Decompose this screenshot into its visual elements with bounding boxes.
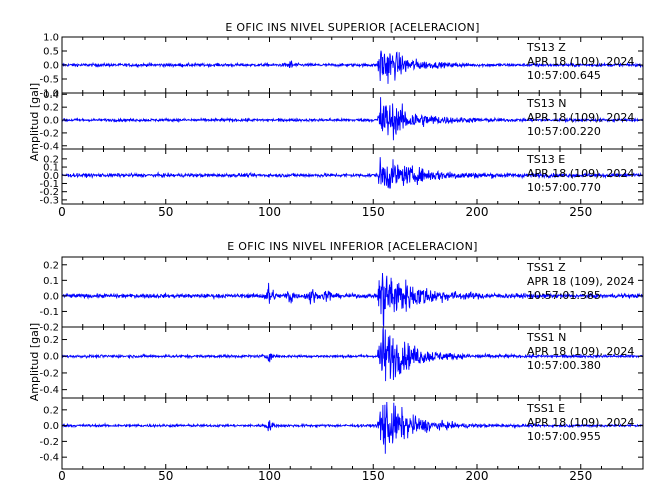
chart-title: E OFIC INS NIVEL SUPERIOR [ACELERACION] [225,21,479,34]
x-tick-label: 200 [466,469,489,483]
y-tick-label: 0.2 [43,103,59,114]
record-time: 10:57:00.645 [527,69,601,82]
y-tick-label: -0.5 [39,75,59,86]
record-date: APR 18 (109), 2024 [527,167,634,180]
x-tick-label: 100 [258,205,281,219]
record-date: APR 18 (109), 2024 [527,275,634,288]
y-tick-label: 0.2 [43,260,59,271]
record-date: APR 18 (109), 2024 [527,416,634,429]
y-tick-label: -0.4 [39,453,59,464]
y-tick-label: -0.2 [39,368,59,379]
chart-group-1: E OFIC INS NIVEL SUPERIOR [ACELERACION]1… [28,21,644,219]
waveform-trace [61,272,644,327]
y-tick-label: -0.1 [39,307,59,318]
record-time: 10:57:00.220 [527,125,601,138]
record-date: APR 18 (109), 2024 [527,111,634,124]
y-tick-label: -0.3 [39,195,59,206]
y-tick-label: -0.2 [39,437,59,448]
waveform-trace [61,50,644,84]
y-tick-label: 0.0 [43,291,59,302]
x-tick-label: 250 [569,205,592,219]
x-tick-label: 150 [362,469,385,483]
y-tick-label: -0.2 [39,187,59,198]
y-tick-label: 0.0 [43,116,59,127]
x-tick-label: 0 [58,205,66,219]
y-tick-label: 0.0 [43,171,59,182]
x-tick-label: 0 [58,469,66,483]
waveform-trace [61,401,644,454]
station-component-label: TSS1 N [526,331,566,344]
y-tick-label: -0.4 [39,141,59,152]
y-tick-label: -1.0 [39,89,59,100]
y-tick-label: 0.4 [43,90,59,101]
station-component-label: TS13 Z [526,41,566,54]
x-tick-label: 50 [158,469,173,483]
record-date: APR 18 (109), 2024 [527,345,634,358]
station-component-label: TS13 E [526,153,565,166]
y-tick-label: 0.2 [43,335,59,346]
y-tick-label: -0.2 [39,323,59,334]
y-tick-label: -0.2 [39,128,59,139]
x-tick-label: 100 [258,469,281,483]
chart-title: E OFIC INS NIVEL INFERIOR [ACELERACION] [227,240,477,253]
y-tick-label: -0.1 [39,179,59,190]
station-component-label: TSS1 Z [526,261,566,274]
station-component-label: TS13 N [526,97,566,110]
record-time: 10:57:00.770 [527,181,601,194]
y-tick-label: 0.0 [43,61,59,72]
y-tick-label: -0.4 [39,385,59,396]
y-tick-label: 0.1 [43,276,59,287]
chart-group-2: E OFIC INS NIVEL INFERIOR [ACELERACION] 0… [28,240,644,483]
y-axis-label: Amplitud [gal] [28,323,41,401]
station-component-label: TSS1 E [526,402,565,415]
record-time: 10:57:00.380 [527,359,601,372]
y-tick-label: 0.2 [43,405,59,416]
y-axis-label: Amplitud [gal] [28,83,41,161]
x-tick-label: 50 [158,205,173,219]
waveform-trace [61,157,644,189]
y-tick-label: 0.5 [43,47,59,58]
y-tick-label: 0.0 [43,421,59,432]
record-date: APR 18 (109), 2024 [527,55,634,68]
record-time: 10:57:00.955 [527,430,601,443]
x-tick-label: 150 [362,205,385,219]
record-time: 10:57:01.385 [527,289,601,302]
y-tick-label: 0.1 [43,163,59,174]
y-tick-label: 0.2 [43,154,59,165]
y-tick-label: 1.0 [43,33,59,44]
x-tick-label: 200 [466,205,489,219]
waveform-trace [61,97,644,141]
x-tick-label: 250 [569,469,592,483]
y-tick-label: 0.0 [43,352,59,363]
waveform-trace [61,326,644,382]
